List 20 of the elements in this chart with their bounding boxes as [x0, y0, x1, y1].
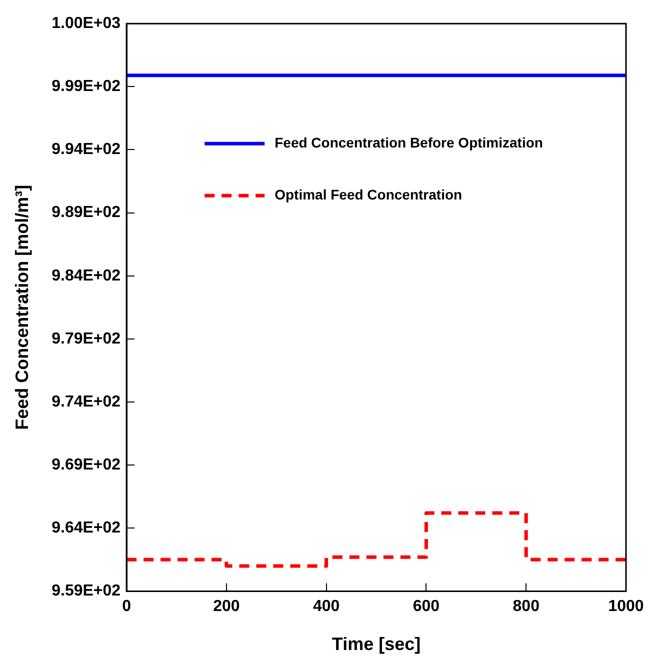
- legend-label: Optimal Feed Concentration: [274, 186, 462, 202]
- x-tick-label: 800: [512, 598, 540, 616]
- y-axis-title: Feed Concentration [mol/m³]: [12, 184, 32, 430]
- x-tick-label: 0: [122, 598, 132, 616]
- x-tick-label: 600: [412, 598, 440, 616]
- y-tick-label: 9.79E+02: [52, 330, 121, 348]
- x-tick-label: 400: [312, 598, 340, 616]
- y-tick-label: 1.00E+03: [52, 15, 121, 32]
- y-tick-label: 9.84E+02: [52, 267, 121, 284]
- x-tick-label: 1000: [608, 598, 644, 616]
- y-tick-label: 9.99E+02: [52, 78, 121, 96]
- y-tick-label: 9.59E+02: [52, 582, 121, 600]
- x-axis-title: Time [sec]: [332, 634, 421, 654]
- x-tick-label: 200: [213, 598, 240, 616]
- y-tick-label: 9.64E+02: [52, 520, 121, 537]
- y-tick-label: 9.94E+02: [52, 141, 121, 158]
- y-tick-label: 9.74E+02: [52, 393, 121, 410]
- y-tick-label: 9.89E+02: [52, 204, 121, 222]
- legend-label: Feed Concentration Before Optimization: [274, 134, 543, 150]
- y-tick-label: 9.69E+02: [52, 456, 121, 474]
